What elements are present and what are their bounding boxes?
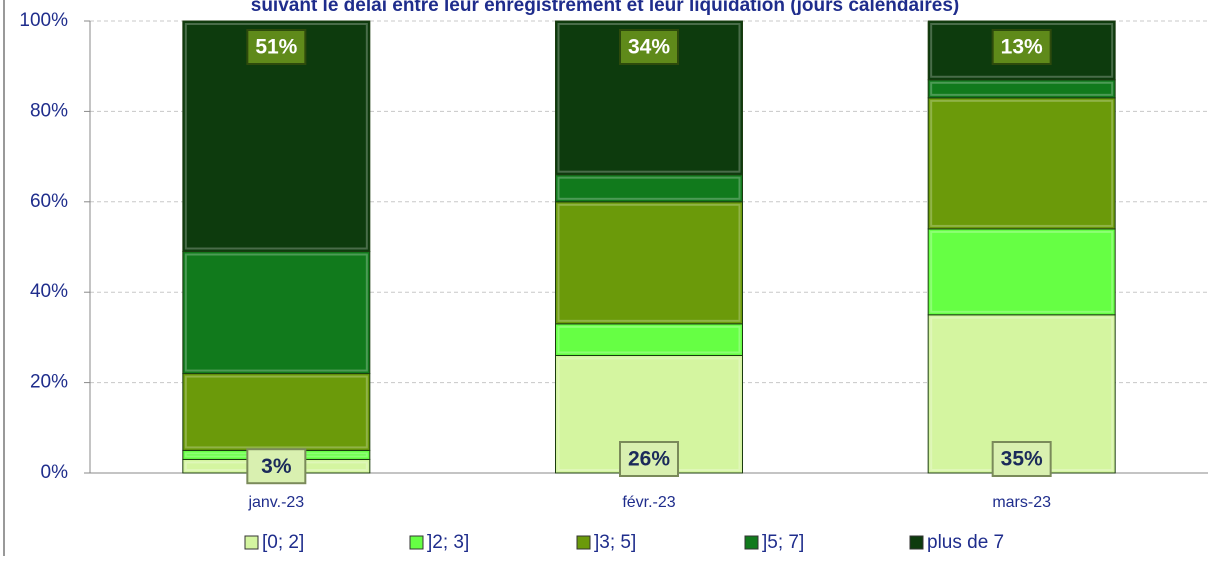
data-label: 34% (628, 36, 670, 59)
bar-segment (927, 228, 1116, 316)
bar-segment (182, 373, 371, 451)
bar-segment (555, 323, 743, 356)
bar-bevel (557, 203, 741, 322)
label-box (619, 29, 679, 65)
data-label: 26% (628, 448, 670, 471)
bar-bevel (557, 325, 741, 354)
bar-bevel (184, 23, 368, 250)
legend-label: plus de 7 (927, 532, 1004, 553)
legend-swatch (909, 535, 924, 550)
label-box (991, 29, 1052, 65)
bar-bevel (557, 176, 741, 200)
legend-label: ]3; 5] (594, 532, 636, 553)
legend-swatch (744, 535, 759, 550)
legend-swatch (244, 535, 259, 550)
y-tick-label: 60% (30, 191, 68, 212)
bar-bevel (184, 253, 368, 372)
y-tick-label: 0% (41, 462, 69, 483)
bar-segment (182, 251, 371, 375)
data-label: 13% (1001, 36, 1043, 59)
legend-swatch (409, 535, 424, 550)
x-tick-label: févr.-23 (622, 494, 675, 511)
y-tick-label: 80% (30, 100, 68, 121)
chart-title: suivant le délai entre leur enregistreme… (251, 0, 959, 16)
y-tick-label: 100% (19, 10, 68, 31)
data-label: 35% (1001, 448, 1043, 471)
legend-label: [0; 2] (262, 532, 304, 553)
bar-segment (927, 97, 1116, 230)
label-box (246, 29, 307, 65)
bar-bevel (930, 23, 1114, 78)
bar-segment (555, 201, 743, 325)
y-tick-label: 20% (30, 372, 68, 393)
legend-label: ]2; 3] (427, 532, 469, 553)
bar-bevel (930, 99, 1114, 227)
label-box (246, 448, 307, 485)
data-label: 3% (261, 455, 292, 478)
bar-bevel (557, 23, 741, 173)
bar-bevel (184, 375, 368, 449)
bar-bevel (930, 230, 1114, 313)
legend-swatch (576, 535, 591, 550)
label-box (619, 441, 679, 477)
bar-bevel (930, 81, 1114, 96)
data-label: 51% (255, 36, 297, 59)
legend-label: ]5; 7] (762, 532, 804, 553)
bar-segment (555, 174, 743, 203)
x-tick-label: janv.-23 (247, 494, 304, 511)
label-box (991, 441, 1052, 477)
x-tick-label: mars-23 (992, 494, 1051, 511)
y-tick-label: 40% (30, 281, 68, 302)
